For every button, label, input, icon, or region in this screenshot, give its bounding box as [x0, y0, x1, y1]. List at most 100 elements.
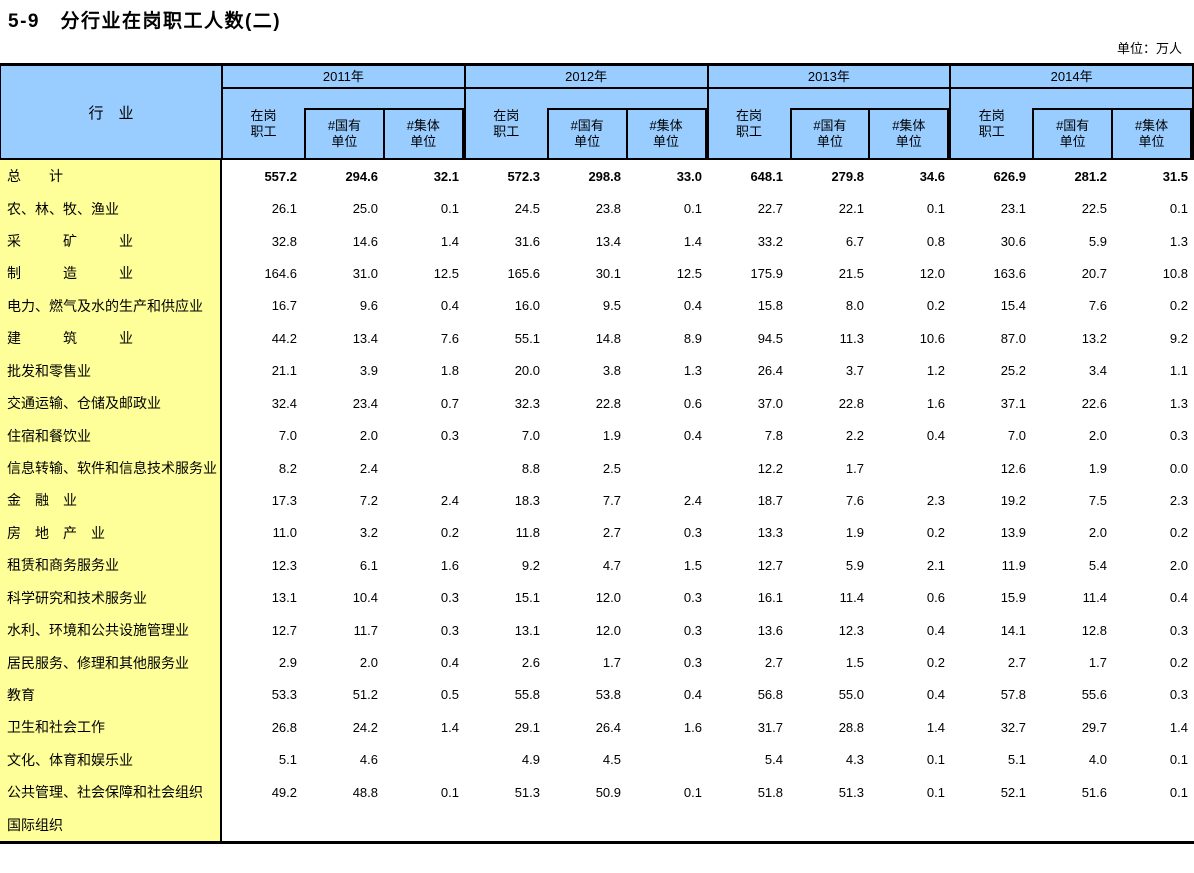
data-cell: 13.4: [595, 233, 621, 249]
data-cell: 94.5: [757, 330, 783, 346]
data-cell: 57.8: [1000, 687, 1026, 703]
data-cell: 12.0: [595, 622, 621, 638]
data-cell: 0.1: [926, 201, 945, 217]
data-cell: 7.0: [278, 428, 297, 444]
data-cell: 7.0: [521, 428, 540, 444]
data-cell: 0.3: [683, 622, 702, 638]
data-cell: 2.7: [1007, 655, 1026, 671]
data-cell: 0.3: [1169, 428, 1188, 444]
data-cell: 1.8: [440, 363, 459, 379]
data-cell: 5.9: [1088, 233, 1107, 249]
data-cell: 32.4: [271, 395, 297, 411]
data-cell: 7.2: [359, 492, 378, 508]
data-cell: 0.1: [683, 201, 702, 217]
data-cell: 56.8: [757, 687, 783, 703]
data-cell: 1.4: [926, 719, 945, 735]
data-cell: 26.1: [271, 201, 297, 217]
data-cell: 163.6: [993, 265, 1026, 281]
data-cell: 55.8: [514, 687, 540, 703]
data-cell: 21.5: [838, 265, 864, 281]
data-cell: 0.1: [926, 784, 945, 800]
data-cell: 2.7: [602, 525, 621, 541]
data-cell: 25.2: [1000, 363, 1026, 379]
year-label: 2012年: [465, 66, 707, 89]
row-label: 制 造 业: [7, 265, 133, 282]
data-cell: 7.6: [845, 492, 864, 508]
data-cell: 16.7: [271, 298, 297, 314]
data-cell: 8.2: [278, 460, 297, 476]
data-cell: 19.2: [1000, 492, 1026, 508]
data-cell: 2.3: [926, 492, 945, 508]
data-cell: 12.5: [676, 265, 702, 281]
data-cell: 0.4: [683, 687, 702, 703]
data-cell: 24.2: [352, 719, 378, 735]
data-cell: 0.1: [1169, 201, 1188, 217]
data-cell: 2.0: [359, 428, 378, 444]
data-cell: 51.2: [352, 687, 378, 703]
data-cell: 10.6: [919, 330, 945, 346]
data-cell: 12.3: [838, 622, 864, 638]
data-cell: 0.6: [683, 395, 702, 411]
data-cell: 0.3: [683, 590, 702, 606]
data-cell: 0.2: [1169, 525, 1188, 541]
data-cell: 6.1: [359, 557, 378, 573]
data-cell: 1.3: [1169, 395, 1188, 411]
guoyou-danwei-column-header: #国有 单位: [1056, 118, 1090, 149]
data-cell: [627, 744, 708, 776]
ownership-box: #国有 单位 #集体 单位: [304, 108, 464, 158]
data-cell: 0.1: [440, 784, 459, 800]
data-cell: 32.8: [271, 233, 297, 249]
table-row: 8.2 2.4 8.8 2.5 12.2 1.7 12.6 1.9 0.0: [222, 452, 1194, 484]
data-cell: 1.6: [440, 557, 459, 573]
data-cell: 0.3: [683, 525, 702, 541]
table-row: 5.1 4.6 4.9 4.5 5.4 4.3 0.1 5.1 4.0 0.1: [222, 744, 1194, 776]
data-cell: 0.3: [1169, 687, 1188, 703]
data-cell: 12.7: [757, 557, 783, 573]
table-row: 12.3 6.1 1.6 9.2 4.7 1.5 12.7 5.9 2.1 11.9 5.4 2.0: [222, 549, 1194, 581]
data-cell: [1113, 808, 1194, 840]
data-cell: 14.8: [595, 330, 621, 346]
data-cell: 13.4: [352, 330, 378, 346]
data-cell: 4.0: [1088, 752, 1107, 768]
year-group: 2013年 在岗 职工 #国有 单位 #集体 单位: [708, 66, 952, 158]
data-cell: 11.4: [839, 590, 864, 606]
data-cell: 9.5: [602, 298, 621, 314]
data-cell: 0.1: [1169, 784, 1188, 800]
data-cell: 12.2: [757, 460, 783, 476]
data-cell: 13.2: [1081, 330, 1107, 346]
data-cell: 1.6: [683, 719, 702, 735]
row-label: 交通运输、仓储及邮政业: [7, 395, 161, 412]
data-cell: 0.1: [683, 784, 702, 800]
data-cell: 51.6: [1081, 784, 1107, 800]
data-cell: 20.0: [514, 363, 540, 379]
data-cell: 13.1: [514, 622, 540, 638]
data-cell: 2.0: [1088, 525, 1107, 541]
data-cell: 294.6: [345, 168, 378, 184]
data-cell: 34.6: [919, 168, 945, 184]
row-label: 房 地 产 业: [7, 524, 105, 541]
data-cell: 16.1: [757, 590, 783, 606]
ownership-box: #国有 单位 #集体 单位: [546, 108, 707, 158]
data-cell: 22.5: [1081, 201, 1107, 217]
data-cell: 0.4: [683, 298, 702, 314]
table-row: 32.8 14.6 1.4 31.6 13.4 1.4 33.2 6.7 0.8 30.6 5.9 1…: [222, 225, 1194, 257]
data-cell: 1.2: [926, 363, 945, 379]
data-cell: 0.4: [1169, 590, 1188, 606]
data-cell: 2.9: [278, 655, 297, 671]
data-cell: 2.4: [683, 492, 702, 508]
jiti-danwei-column-header: #集体 单位: [1111, 110, 1190, 158]
zaigang-zhigong-column-header: 在岗 职工: [735, 107, 762, 139]
data-cell: [546, 808, 627, 840]
data-cell: 0.4: [683, 428, 702, 444]
data-cell: 7.6: [1088, 298, 1107, 314]
data-cell: 33.0: [676, 168, 702, 184]
data-cell: 11.4: [1082, 590, 1107, 606]
data-cell: 12.0: [919, 265, 945, 281]
ownership-box: #国有 单位 #集体 单位: [1032, 108, 1192, 158]
data-cell: 3.9: [359, 363, 378, 379]
row-label: 采 矿 业: [7, 233, 133, 250]
data-cell: 2.4: [359, 460, 378, 476]
year-label: 2011年: [223, 66, 464, 89]
data-cell: 48.8: [352, 784, 378, 800]
data-cell: 18.7: [757, 492, 783, 508]
